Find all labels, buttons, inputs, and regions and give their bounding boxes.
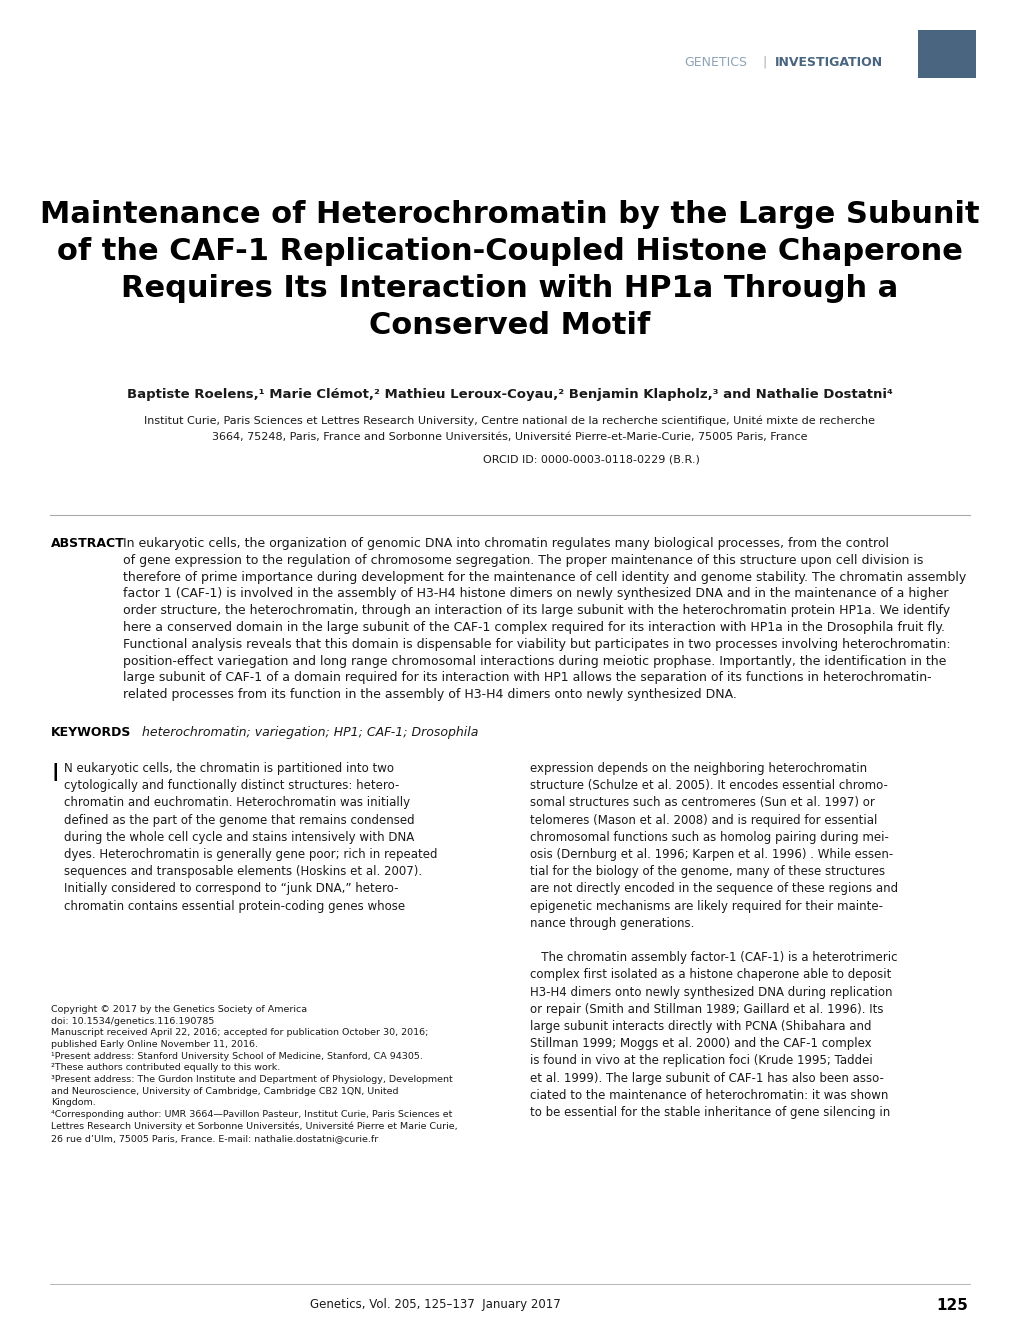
Text: Genetics, Vol. 205, 125–137  January 2017: Genetics, Vol. 205, 125–137 January 2017 [310, 1298, 560, 1311]
Text: I: I [51, 763, 58, 786]
Text: ORCID ID: 0000-0003-0118-0229 (B.R.): ORCID ID: 0000-0003-0118-0229 (B.R.) [483, 455, 699, 465]
Text: 125: 125 [935, 1298, 967, 1313]
Text: N eukaryotic cells, the chromatin is partitioned into two
cytologically and func: N eukaryotic cells, the chromatin is par… [64, 763, 437, 912]
Text: INVESTIGATION: INVESTIGATION [774, 56, 882, 69]
Text: heterochromatin; variegation; HP1; CAF-1; Drosophila: heterochromatin; variegation; HP1; CAF-1… [142, 726, 478, 739]
Text: ABSTRACT: ABSTRACT [51, 538, 124, 549]
Text: |: | [761, 56, 765, 69]
Text: GENETICS: GENETICS [684, 56, 746, 69]
Text: Institut Curie, Paris Sciences et Lettres Research University, Centre national d: Institut Curie, Paris Sciences et Lettre… [145, 414, 874, 425]
Bar [917, 30, 975, 78]
Text: expression depends on the neighboring heterochromatin
structure (Schulze et al. : expression depends on the neighboring he… [530, 763, 898, 1119]
Text: 3664, 75248, Paris, France and Sorbonne Universités, Université Pierre-et-Marie-: 3664, 75248, Paris, France and Sorbonne … [212, 432, 807, 442]
Text: Copyright © 2017 by the Genetics Society of America
doi: 10.1534/genetics.116.19: Copyright © 2017 by the Genetics Society… [51, 1005, 458, 1143]
Text: In eukaryotic cells, the organization of genomic DNA into chromatin regulates ma: In eukaryotic cells, the organization of… [123, 538, 965, 702]
Text: Baptiste Roelens,¹ Marie Clémot,² Mathieu Leroux-Coyau,² Benjamin Klapholz,³ and: Baptiste Roelens,¹ Marie Clémot,² Mathie… [127, 388, 892, 401]
Text: Maintenance of Heterochromatin by the Large Subunit
of the CAF-1 Replication-Cou: Maintenance of Heterochromatin by the La… [40, 200, 979, 340]
Text: KEYWORDS: KEYWORDS [51, 726, 131, 739]
